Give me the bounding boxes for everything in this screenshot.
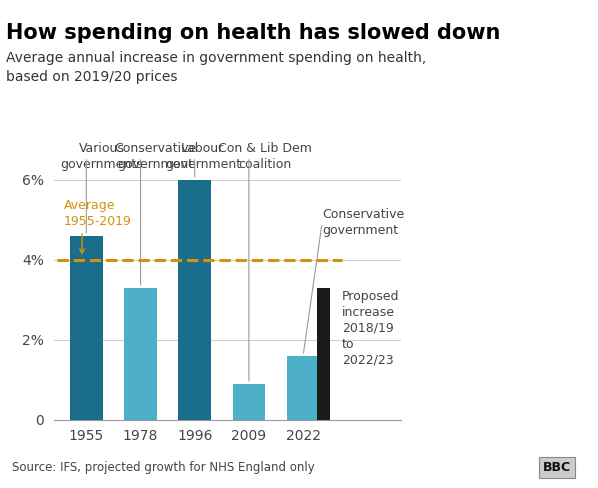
Text: BBC: BBC [543, 461, 571, 474]
Text: Source: IFS, projected growth for NHS England only: Source: IFS, projected growth for NHS En… [12, 461, 315, 474]
Bar [287, 356, 319, 420]
Text: Average
1955-2019: Average 1955-2019 [63, 199, 132, 228]
Text: Labour
government: Labour government [165, 142, 241, 171]
Bar [233, 384, 265, 420]
Text: Con & Lib Dem
coalition: Con & Lib Dem coalition [218, 142, 312, 171]
Bar [317, 288, 331, 420]
Text: Average annual increase in government spending on health,
based on 2019/20 price: Average annual increase in government sp… [6, 51, 426, 83]
Text: Conservative
government: Conservative government [115, 142, 197, 171]
Text: Various
governments: Various governments [60, 142, 143, 171]
Text: Conservative
government: Conservative government [322, 208, 404, 237]
Bar [124, 288, 157, 420]
Bar [178, 180, 211, 420]
Text: Proposed
increase
2018/19
to
2022/23: Proposed increase 2018/19 to 2022/23 [342, 290, 399, 366]
Bar [70, 236, 103, 420]
Text: How spending on health has slowed down: How spending on health has slowed down [6, 23, 501, 43]
